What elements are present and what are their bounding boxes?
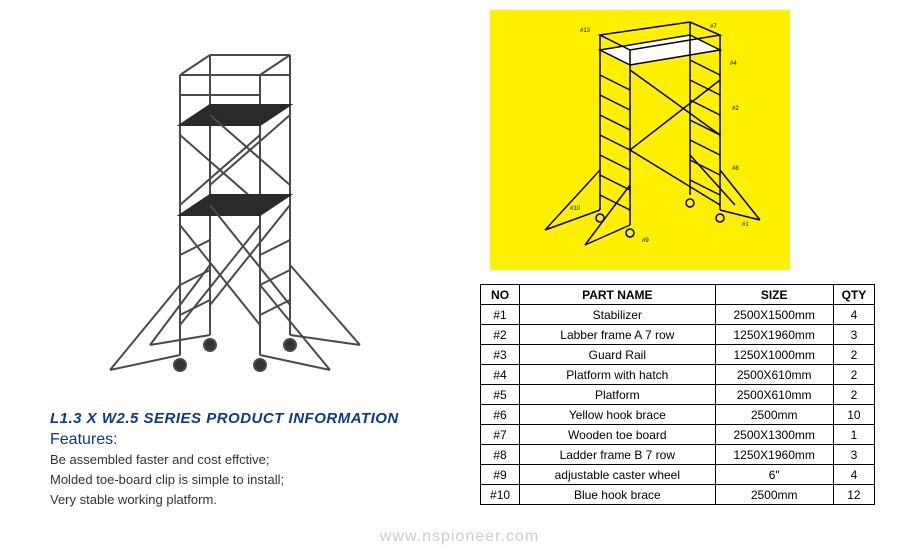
cell-qty: 4 — [833, 305, 874, 325]
technical-diagram: #13 #7 #4 #2 #8 #10 #9 #1 — [490, 10, 790, 270]
cell-qty: 1 — [833, 425, 874, 445]
cell-qty: 10 — [833, 405, 874, 425]
header-size: SIZE — [715, 285, 833, 305]
cell-size: 1250X1960mm — [715, 445, 833, 465]
cell-name: Labber frame A 7 row — [520, 325, 715, 345]
cell-size: 2500X610mm — [715, 365, 833, 385]
cell-qty: 12 — [833, 485, 874, 505]
cell-no: #5 — [481, 385, 520, 405]
cell-name: Blue hook brace — [520, 485, 715, 505]
cell-qty: 3 — [833, 325, 874, 345]
header-no: NO — [481, 285, 520, 305]
svg-text:#7: #7 — [710, 24, 717, 30]
scaffold-photo-svg — [60, 25, 400, 395]
product-photo — [50, 20, 410, 400]
svg-text:#9: #9 — [642, 238, 649, 244]
cell-name: Platform with hatch — [520, 365, 715, 385]
svg-text:#13: #13 — [580, 28, 591, 34]
cell-qty: 4 — [833, 465, 874, 485]
cell-name: Yellow hook brace — [520, 405, 715, 425]
cell-name: adjustable caster wheel — [520, 465, 715, 485]
right-column: #13 #7 #4 #2 #8 #10 #9 #1 NO PART NAME S… — [480, 10, 870, 505]
cell-no: #6 — [481, 405, 520, 425]
svg-text:#1: #1 — [742, 222, 749, 228]
product-title: L1.3 X W2.5 SERIES PRODUCT INFORMATION — [50, 410, 430, 427]
table-row: #3Guard Rail1250X1000mm2 — [481, 345, 875, 365]
cell-qty: 3 — [833, 445, 874, 465]
cell-no: #7 — [481, 425, 520, 445]
left-column: L1.3 X W2.5 SERIES PRODUCT INFORMATION F… — [50, 20, 430, 510]
cell-no: #4 — [481, 365, 520, 385]
table-row: #9adjustable caster wheel6"4 — [481, 465, 875, 485]
cell-no: #2 — [481, 325, 520, 345]
table-row: #4Platform with hatch2500X610mm2 — [481, 365, 875, 385]
cell-size: 2500mm — [715, 405, 833, 425]
cell-no: #3 — [481, 345, 520, 365]
cell-no: #1 — [481, 305, 520, 325]
cell-size: 1250X1000mm — [715, 345, 833, 365]
table-header-row: NO PART NAME SIZE QTY — [481, 285, 875, 305]
cell-size: 1250X1960mm — [715, 325, 833, 345]
feature-line: Very stable working platform. — [50, 491, 430, 509]
cell-no: #9 — [481, 465, 520, 485]
table-row: #1Stabilizer2500X1500mm4 — [481, 305, 875, 325]
table-row: #7Wooden toe board2500X1300mm1 — [481, 425, 875, 445]
header-qty: QTY — [833, 285, 874, 305]
svg-text:#2: #2 — [732, 106, 739, 112]
cell-size: 2500X1500mm — [715, 305, 833, 325]
svg-text:#10: #10 — [570, 206, 581, 212]
cell-qty: 2 — [833, 365, 874, 385]
table-row: #5Platform2500X610mm2 — [481, 385, 875, 405]
svg-text:#8: #8 — [732, 166, 739, 172]
info-block: L1.3 X W2.5 SERIES PRODUCT INFORMATION F… — [50, 410, 430, 510]
scaffold-diagram-svg: #13 #7 #4 #2 #8 #10 #9 #1 — [510, 20, 770, 260]
table-row: #2Labber frame A 7 row1250X1960mm3 — [481, 325, 875, 345]
cell-size: 2500X1300mm — [715, 425, 833, 445]
cell-qty: 2 — [833, 385, 874, 405]
table-row: #6Yellow hook brace2500mm10 — [481, 405, 875, 425]
cell-size: 6" — [715, 465, 833, 485]
features-heading: Features: — [50, 431, 430, 449]
table-row: #10Blue hook brace2500mm12 — [481, 485, 875, 505]
watermark: www.nspioneer.com — [380, 528, 539, 546]
cell-qty: 2 — [833, 345, 874, 365]
cell-name: Ladder frame B 7 row — [520, 445, 715, 465]
cell-name: Platform — [520, 385, 715, 405]
cell-size: 2500X610mm — [715, 385, 833, 405]
cell-name: Wooden toe board — [520, 425, 715, 445]
feature-line: Be assembled faster and cost effctive; — [50, 451, 430, 469]
svg-text:#4: #4 — [730, 61, 737, 67]
cell-size: 2500mm — [715, 485, 833, 505]
cell-no: #10 — [481, 485, 520, 505]
parts-table: NO PART NAME SIZE QTY #1Stabilizer2500X1… — [480, 284, 875, 505]
cell-name: Guard Rail — [520, 345, 715, 365]
cell-no: #8 — [481, 445, 520, 465]
header-name: PART NAME — [520, 285, 715, 305]
table-row: #8Ladder frame B 7 row1250X1960mm3 — [481, 445, 875, 465]
feature-line: Molded toe-board clip is simple to insta… — [50, 471, 430, 489]
cell-name: Stabilizer — [520, 305, 715, 325]
